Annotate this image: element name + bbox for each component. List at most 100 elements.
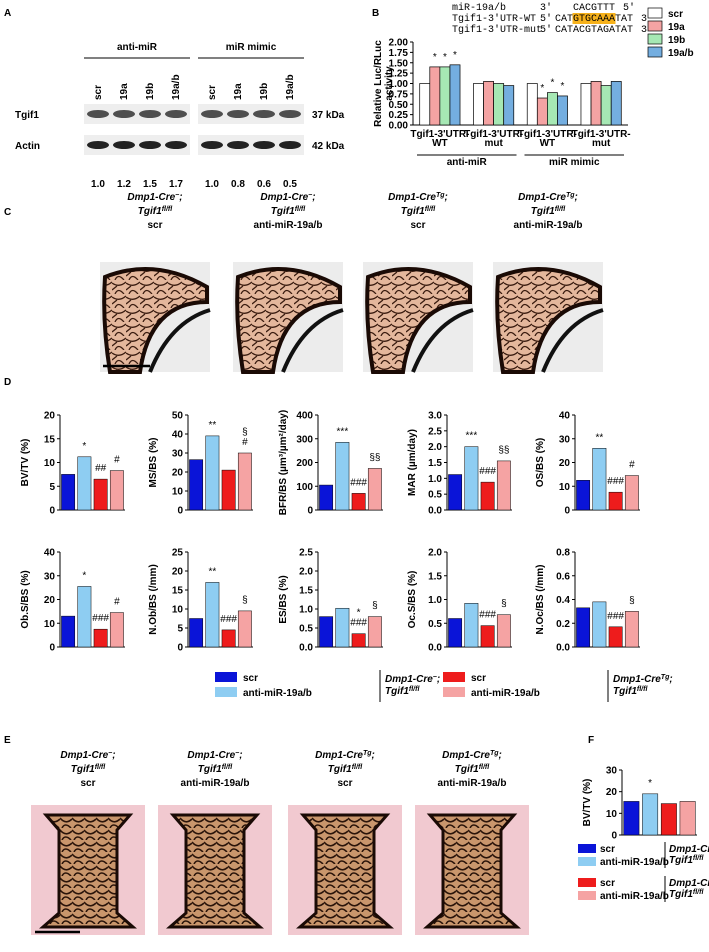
band: [113, 110, 135, 118]
bar: [205, 435, 220, 511]
significance: #: [629, 460, 635, 471]
text-part: ;: [445, 192, 448, 203]
panel-label: D: [4, 377, 11, 388]
y-axis-label: Oc.S/BS (%): [407, 571, 418, 629]
bone-section: [235, 267, 342, 374]
superscript: fl/fl: [409, 686, 421, 693]
bar: [493, 83, 505, 126]
bar: [526, 83, 538, 126]
text-part: Dmp1-Cre: [518, 192, 566, 203]
y-tick-label: 1.00: [389, 79, 409, 90]
seq-segment: T: [591, 25, 597, 36]
band: [139, 110, 161, 118]
significance: *: [357, 608, 361, 619]
blot-group-label: miR mimic: [226, 42, 277, 53]
header-genotype: Dmp1-Cre−;: [260, 192, 315, 204]
lane-label: 19a: [233, 83, 244, 100]
bar: [592, 448, 607, 511]
legend-label: scr: [600, 844, 615, 855]
bar: [61, 615, 76, 648]
seq-highlight: [572, 13, 616, 24]
legend-swatch: [578, 878, 596, 887]
bar: [464, 446, 479, 511]
bar: [319, 484, 334, 511]
band: [87, 141, 109, 149]
significance: *: [540, 83, 544, 94]
header-genotype: Dmp1-CreTg;: [315, 750, 375, 762]
superscript: −: [235, 750, 239, 757]
blot-group-label: anti-miR: [117, 42, 158, 53]
x-tick-label: Tgif1-3'UTR-: [464, 129, 523, 140]
bar: [93, 628, 108, 648]
bar: [189, 618, 204, 648]
y-tick-label: 0.5: [428, 619, 442, 630]
y-tick-label: 30: [44, 571, 56, 582]
legend-label: anti-miR-19a/b: [471, 688, 540, 699]
header-treatment: scr: [337, 778, 352, 789]
y-tick-label: 5: [177, 624, 183, 635]
x-tick-label: Tgif1-3'UTR-: [410, 129, 469, 140]
header-genotype: Dmp1-CreTg;: [388, 192, 448, 204]
x-tick-label: mut: [592, 138, 611, 149]
x-tick-label: Tgif1-3'UTR-: [572, 129, 631, 140]
bar: [473, 83, 484, 126]
band: [165, 110, 187, 118]
bar: [496, 460, 511, 511]
legend-group-label: Tgif1fl/fl: [669, 855, 704, 867]
header-treatment: anti-miR-19a/b: [438, 778, 507, 789]
text-part: Tgif1: [71, 764, 95, 775]
y-axis-label: MAR (µm/day): [407, 429, 418, 496]
y-tick-label: 20: [606, 787, 618, 798]
y-axis-label: N.Oc/BS (/mm): [535, 564, 546, 634]
vertebra: [296, 813, 394, 929]
lane-label: scr: [207, 85, 218, 100]
y-tick-label: 20: [172, 567, 184, 578]
seq-segment: ATAT: [609, 25, 633, 36]
superscript: fl/fl: [555, 206, 567, 213]
text-part: Dmp1-Cre: [260, 192, 308, 203]
band: [201, 110, 223, 118]
significance: §§: [369, 452, 380, 463]
y-axis-label: N.Ob/BS (/mm): [148, 564, 159, 635]
y-tick-label: 50: [172, 411, 184, 422]
significance: ###: [607, 476, 624, 487]
significance: **: [208, 566, 216, 577]
bar: [624, 611, 639, 648]
y-tick-label: 1.5: [299, 586, 313, 597]
size-label: 37 kDa: [312, 110, 345, 121]
text-part: Tgif1: [198, 764, 222, 775]
y-axis-label: MS/BS (%): [148, 438, 159, 488]
text-part: Tgif1: [455, 764, 479, 775]
header-flox: Tgif1fl/fl: [198, 764, 233, 776]
y-tick-label: 0: [49, 506, 55, 517]
y-tick-label: 0.5: [299, 624, 313, 635]
bar: [448, 618, 463, 648]
y-tick-label: 20: [44, 411, 56, 422]
y-tick-label: 1.5: [428, 458, 442, 469]
y-tick-label: 1.25: [389, 69, 409, 80]
header-treatment: scr: [147, 220, 162, 231]
bar: [221, 469, 236, 511]
superscript: fl/fl: [352, 764, 364, 771]
text-part: Tgif1: [613, 686, 637, 697]
legend-group-label: Tgif1fl/fl: [385, 686, 420, 698]
text-part: ;: [669, 674, 672, 685]
y-axis-label: OS/BS (%): [535, 438, 546, 487]
bar: [93, 478, 108, 511]
y-tick-label: 100: [296, 482, 313, 493]
lane-label: 19a/b: [171, 74, 182, 100]
y-tick-label: 20: [44, 595, 56, 606]
y-tick-label: 0.2: [556, 619, 570, 630]
text-part: Dmp1-Cre: [669, 844, 709, 855]
legend-label: 19a/b: [668, 48, 694, 59]
y-tick-label: 2.0: [428, 442, 442, 453]
text-part: Dmp1-Cre: [127, 192, 175, 203]
bar: [642, 793, 659, 836]
significance: §: [372, 601, 378, 612]
y-tick-label: 20: [172, 468, 184, 479]
significance: *: [561, 81, 565, 92]
vertebra: [423, 813, 521, 929]
bar: [189, 459, 204, 511]
significance: #: [242, 437, 248, 448]
